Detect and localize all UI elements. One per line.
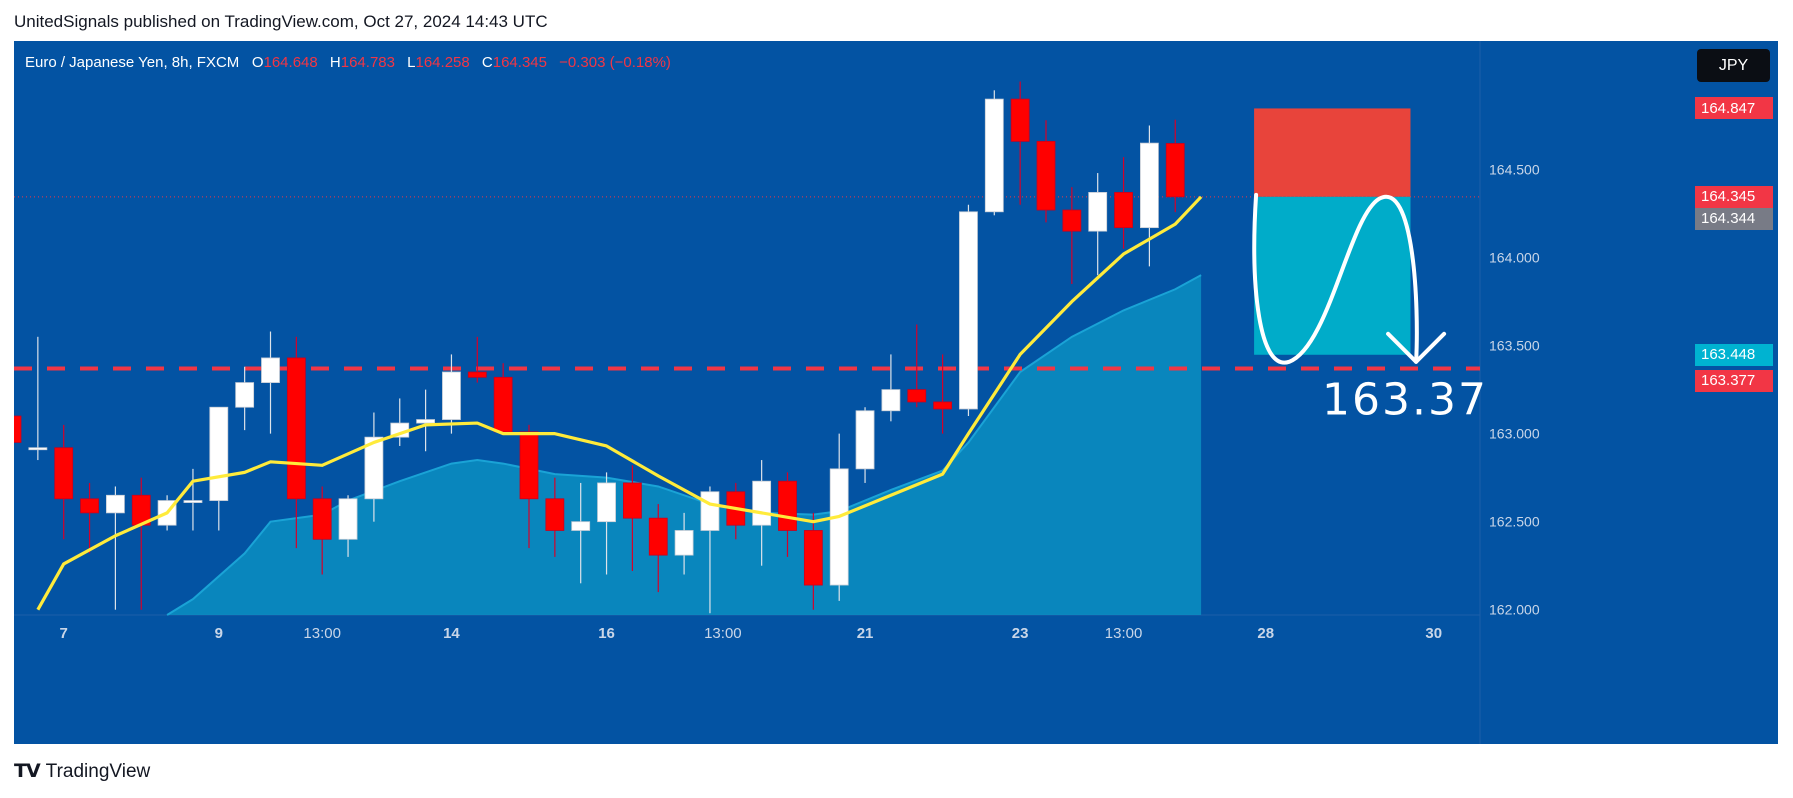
- currency-button[interactable]: JPY: [1697, 49, 1770, 82]
- take-profit-zone: [1254, 196, 1411, 355]
- legend-high-label: H: [329, 54, 341, 71]
- y-tick-label: 162.500: [1489, 514, 1540, 530]
- candle-body: [752, 480, 772, 526]
- x-tick-label: 28: [1257, 625, 1274, 642]
- candle-body: [1140, 142, 1159, 229]
- candle-body: [442, 371, 461, 420]
- candle-body: [1010, 98, 1030, 142]
- price-tag: 163.448: [1695, 343, 1773, 366]
- candle-body: [286, 357, 306, 500]
- y-tick-label: 162.000: [1489, 602, 1540, 618]
- candle-body: [1088, 192, 1108, 232]
- candle-body: [933, 401, 952, 410]
- candle-body: [907, 389, 927, 403]
- candle-body: [648, 517, 668, 556]
- x-tick-label: 23: [1012, 625, 1029, 642]
- candle-body: [959, 211, 978, 410]
- candle-body: [984, 98, 1004, 213]
- x-tick-label: 9: [215, 625, 223, 642]
- x-tick-label: 14: [443, 625, 460, 642]
- candle-body: [778, 480, 797, 531]
- x-tick-label: 13:00: [303, 625, 341, 642]
- candle-body: [106, 494, 125, 514]
- x-tick-label: 16: [598, 625, 615, 642]
- moving-average-line: [36, 195, 1203, 611]
- legend-close-label: C: [481, 54, 493, 71]
- tradingview-logo[interactable]: 𝗧𝗩 TradingView: [14, 760, 150, 783]
- candle-body: [829, 468, 849, 586]
- candle-body: [261, 357, 280, 383]
- target-annotation: 163.37: [1322, 374, 1488, 425]
- candle-body: [14, 415, 22, 443]
- candle-body: [623, 482, 642, 519]
- area-band: [167, 275, 1202, 615]
- price-chart[interactable]: 163.37 162.000 162.500 163.000 163.500 164.00…: [14, 41, 1778, 744]
- ohlc-legend: Euro / Japanese Yen, 8h, FXCM O164.648 H…: [25, 54, 671, 71]
- candle-body: [700, 491, 720, 531]
- legend-symbol: Euro / Japanese Yen, 8h, FXCM: [25, 54, 240, 71]
- candle-body: [881, 389, 901, 412]
- candle-body: [1062, 209, 1082, 232]
- candle-body: [235, 382, 255, 408]
- candle-body: [338, 498, 358, 540]
- arrow-down-icon: [1386, 331, 1447, 364]
- legend-low: 164.258: [415, 54, 470, 71]
- candle-body: [416, 419, 436, 424]
- candle-body: [1165, 143, 1185, 198]
- x-tick-label: 13:00: [1105, 625, 1143, 642]
- candle-body: [571, 521, 591, 531]
- stop-loss-zone: [1254, 108, 1411, 197]
- legend-change: −0.303 (−0.18%): [559, 54, 671, 71]
- candle-body: [183, 500, 203, 503]
- legend-open-label: O: [251, 54, 264, 71]
- candle-body: [312, 498, 332, 540]
- legend-low-label: L: [407, 54, 416, 71]
- tradingview-logo-text: TradingView: [45, 760, 151, 782]
- price-tag: 164.344: [1695, 207, 1773, 230]
- candle-body: [674, 530, 694, 556]
- candle-body: [855, 410, 875, 470]
- candle-body: [1036, 140, 1056, 211]
- forecast-curve: [1252, 192, 1419, 365]
- candle-body: [519, 431, 539, 500]
- price-tag: 164.847: [1695, 97, 1773, 120]
- candle-body: [493, 376, 513, 433]
- candle-body: [28, 447, 48, 451]
- candle-body: [54, 447, 74, 500]
- legend-high: 164.783: [340, 54, 395, 71]
- price-tag: 163.377: [1695, 369, 1773, 392]
- candle-body: [597, 482, 616, 523]
- candle-body: [1114, 192, 1133, 229]
- legend-open: 164.648: [263, 54, 318, 71]
- chart-panel[interactable]: 163.37 162.000 162.500 163.000 163.500 164.00…: [14, 41, 1778, 744]
- legend-close: 164.345: [492, 54, 547, 71]
- y-tick-label: 163.000: [1489, 426, 1540, 442]
- x-tick-label: 30: [1425, 625, 1442, 642]
- candle-body: [545, 498, 565, 531]
- candle-body: [364, 436, 384, 500]
- y-tick-label: 163.500: [1489, 338, 1540, 354]
- candle-body: [80, 498, 99, 514]
- candle-body: [209, 406, 229, 501]
- candle-body: [467, 371, 487, 378]
- publisher-caption: UnitedSignals published on TradingView.c…: [14, 12, 548, 31]
- y-tick-label: 164.000: [1489, 250, 1540, 266]
- x-axis-strip: [14, 615, 1480, 653]
- y-tick-label: 164.500: [1489, 162, 1540, 178]
- x-tick-label: 13:00: [704, 625, 742, 642]
- tradingview-logo-icon: 𝗧𝗩: [14, 761, 41, 782]
- x-tick-label: 7: [60, 625, 68, 642]
- candle-body: [803, 530, 823, 586]
- price-tag: 164.345: [1695, 185, 1773, 208]
- x-tick-label: 21: [857, 625, 874, 642]
